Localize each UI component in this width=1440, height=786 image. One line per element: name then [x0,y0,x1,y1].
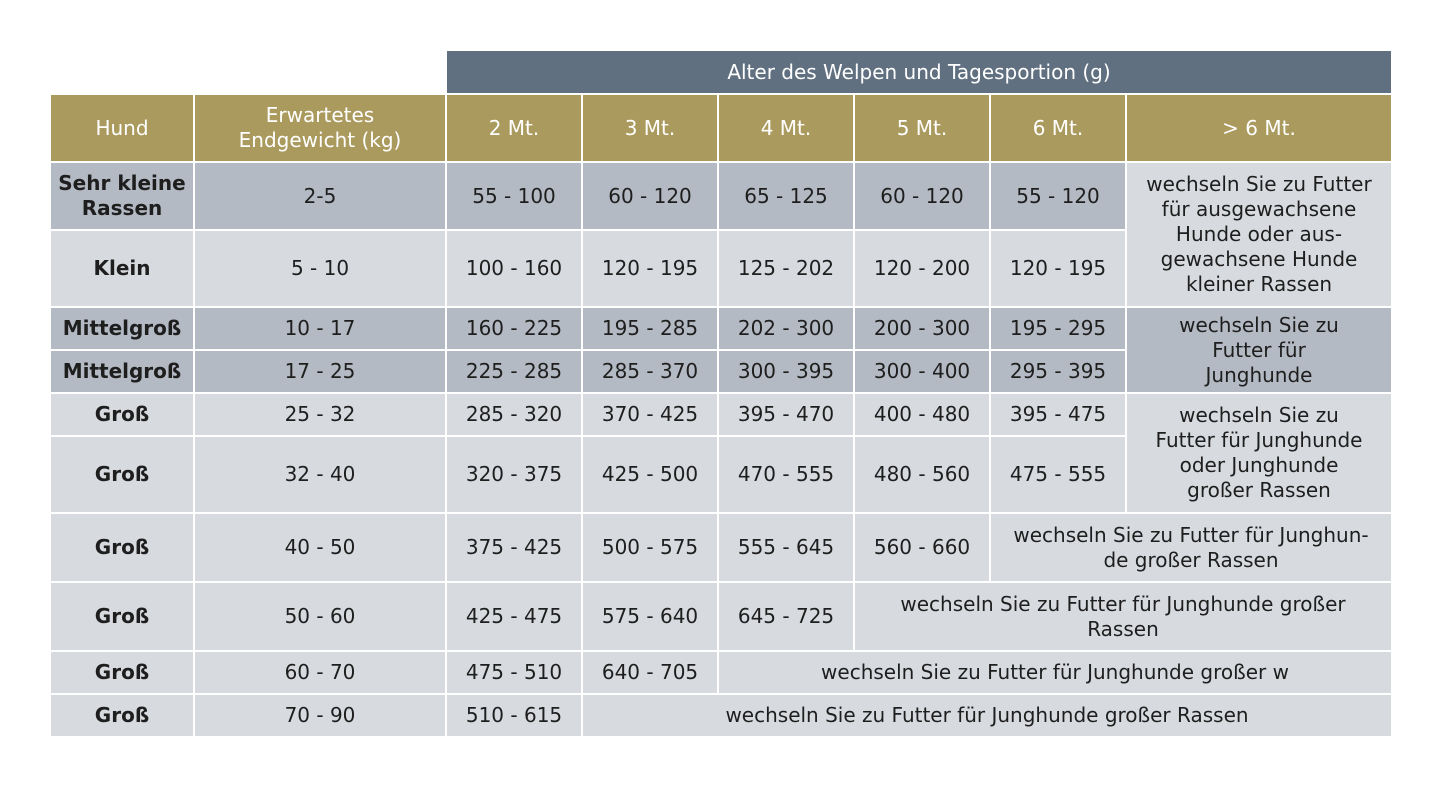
value-cell: 225 - 285 [445,349,583,394]
table-row: Groß 32 - 40 320 - 375 425 - 500 470 - 5… [49,435,1392,514]
column-header-gewicht: Erwartetes Endgewicht (kg) [193,93,447,163]
weight-cell: 60 - 70 [193,650,447,695]
note-cell: wechseln Sie zu Futter für ausgewachsene… [1125,161,1393,308]
value-cell: 320 - 375 [445,435,583,514]
value-cell: 475 - 510 [445,650,583,695]
value-cell: 395 - 475 [989,392,1127,437]
table-row: Mittelgroß 10 - 17 160 - 225 195 - 285 2… [49,306,1393,394]
weight-cell: 5 - 10 [193,229,447,308]
value-cell: 65 - 125 [717,161,855,231]
table-row: Groß 25 - 32 285 - 320 370 - 425 395 - 4… [49,392,1393,514]
super-header: Alter des Welpen und Tagesportion (g) [445,49,1393,95]
note-cell: wechseln Sie zu Futter für Junghunde gro… [581,693,1393,738]
value-cell: 480 - 560 [853,435,991,514]
table-row: Groß 70 - 90 510 - 615 wechseln Sie zu F… [49,693,1393,738]
column-header-4mt: 4 Mt. [717,93,855,163]
note-cell: wechseln Sie zu Futter für Junghunde gro… [853,581,1393,652]
weight-cell: 50 - 60 [193,581,447,652]
dog-cell: Groß [49,392,195,437]
dog-cell: Klein [49,229,195,308]
value-cell: 100 - 160 [445,229,583,308]
weight-cell: 40 - 50 [193,512,447,583]
table-row: Groß 50 - 60 425 - 475 575 - 640 645 - 7… [49,581,1393,652]
value-cell: 285 - 320 [445,392,583,437]
value-cell: 560 - 660 [853,512,991,583]
value-cell: 285 - 370 [581,349,719,394]
value-cell: 475 - 555 [989,435,1127,514]
value-cell: 470 - 555 [717,435,855,514]
column-header-3mt: 3 Mt. [581,93,719,163]
value-cell: 195 - 285 [581,306,719,351]
weight-cell: 10 - 17 [193,306,447,351]
table-row: Klein 5 - 10 100 - 160 120 - 195 125 - 2… [49,229,1392,308]
table-row: Sehr kleine Rassen 2-5 55 - 100 60 - 120… [49,161,1393,308]
value-cell: 555 - 645 [717,512,855,583]
value-cell: 60 - 120 [853,161,991,231]
dog-cell: Groß [49,512,195,583]
value-cell: 395 - 470 [717,392,855,437]
note-cell: wechseln Sie zu Futter für Junghun-de gr… [989,512,1393,583]
value-cell: 400 - 480 [853,392,991,437]
dog-cell: Groß [49,650,195,695]
value-cell: 500 - 575 [581,512,719,583]
weight-cell: 32 - 40 [193,435,447,514]
weight-cell: 25 - 32 [193,392,447,437]
value-cell: 60 - 120 [581,161,719,231]
value-cell: 425 - 475 [445,581,583,652]
value-cell: 160 - 225 [445,306,583,351]
value-cell: 202 - 300 [717,306,855,351]
weight-cell: 2-5 [193,161,447,231]
column-header-hund: Hund [49,93,195,163]
value-cell: 295 - 395 [989,349,1127,394]
value-cell: 575 - 640 [581,581,719,652]
value-cell: 510 - 615 [445,693,583,738]
value-cell: 645 - 725 [717,581,855,652]
dog-cell: Groß [49,435,195,514]
dog-cell: Groß [49,581,195,652]
table-row: Mittelgroß 17 - 25 225 - 285 285 - 370 3… [49,349,1392,394]
value-cell: 55 - 120 [989,161,1127,231]
dog-cell: Mittelgroß [49,349,195,394]
note-cell: wechseln Sie zu Futter für Junghunde ode… [1125,392,1393,514]
value-cell: 200 - 300 [853,306,991,351]
feeding-table: Alter des Welpen und Tagesportion (g) Hu… [49,49,1393,738]
value-cell: 55 - 100 [445,161,583,231]
value-cell: 120 - 195 [581,229,719,308]
column-header-6mt: 6 Mt. [989,93,1127,163]
value-cell: 425 - 500 [581,435,719,514]
value-cell: 195 - 295 [989,306,1127,351]
column-header-5mt: 5 Mt. [853,93,991,163]
value-cell: 120 - 200 [853,229,991,308]
header-blank [49,49,447,95]
value-cell: 375 - 425 [445,512,583,583]
value-cell: 120 - 195 [989,229,1127,308]
note-cell: wechseln Sie zu Futter für Junghunde [1125,306,1393,394]
note-cell: wechseln Sie zu Futter für Junghunde gro… [717,650,1393,695]
column-header-2mt: 2 Mt. [445,93,583,163]
value-cell: 300 - 395 [717,349,855,394]
value-cell: 370 - 425 [581,392,719,437]
weight-cell: 70 - 90 [193,693,447,738]
dog-cell: Groß [49,693,195,738]
dog-cell: Sehr kleine Rassen [49,161,195,231]
table-row: Groß 40 - 50 375 - 425 500 - 575 555 - 6… [49,512,1393,583]
dog-cell: Mittelgroß [49,306,195,351]
column-header-over-6mt: > 6 Mt. [1125,93,1393,163]
value-cell: 125 - 202 [717,229,855,308]
value-cell: 300 - 400 [853,349,991,394]
weight-cell: 17 - 25 [193,349,447,394]
value-cell: 640 - 705 [581,650,719,695]
table-row: Groß 60 - 70 475 - 510 640 - 705 wechsel… [49,650,1393,695]
